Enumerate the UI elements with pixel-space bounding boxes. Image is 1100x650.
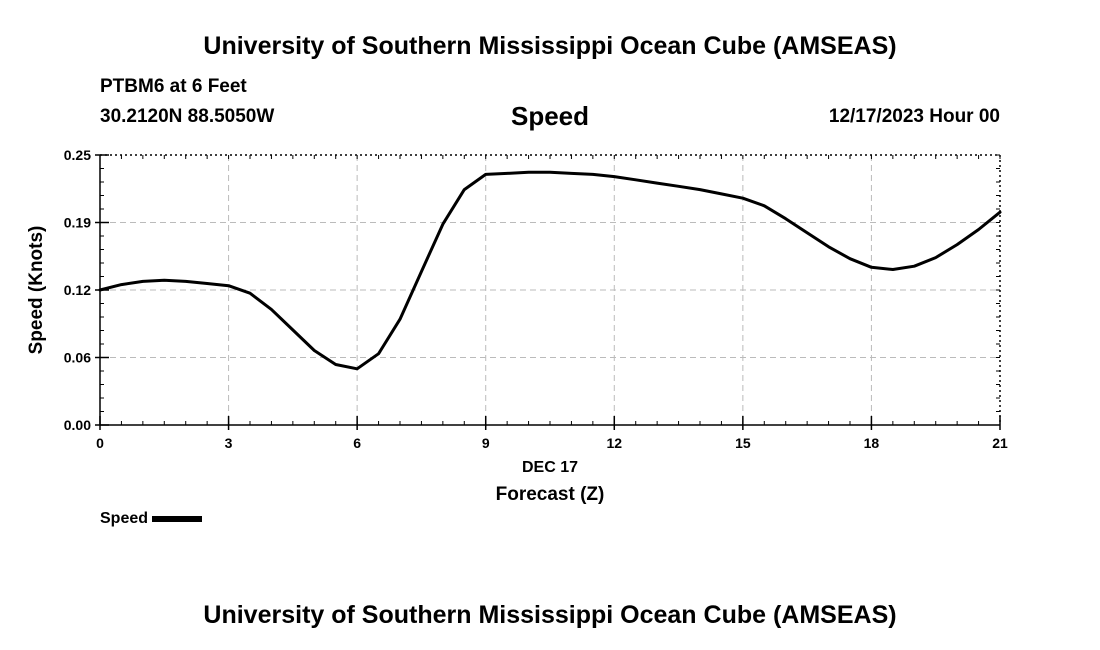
chart-title: University of Southern Mississippi Ocean… <box>203 32 897 60</box>
x-tick-label: 9 <box>482 435 490 451</box>
y-tick-label: 0.12 <box>64 282 91 298</box>
x-tick-label: 15 <box>735 435 751 451</box>
speed-series-line <box>98 170 1002 371</box>
station-coords: 30.2120N 88.5050W <box>100 106 275 127</box>
x-tick-label: 3 <box>225 435 233 451</box>
station-label: PTBM6 at 6 Feet <box>100 76 247 97</box>
x-tick-label: 18 <box>864 435 880 451</box>
y-tick-label: 0.19 <box>64 215 91 231</box>
x-tick-label: 21 <box>992 435 1008 451</box>
y-tick-label: 0.00 <box>64 417 91 433</box>
y-tick-label: 0.06 <box>64 350 91 366</box>
footer-title: University of Southern Mississippi Ocean… <box>203 601 897 629</box>
y-axis-label: Speed (Knots) <box>26 225 47 355</box>
x-tick-label: 0 <box>96 435 104 451</box>
legend: Speed <box>100 510 203 528</box>
forecast-datetime: 12/17/2023 Hour 00 <box>828 106 1000 127</box>
x-axis-date-label: DEC 17 <box>521 459 579 476</box>
variable-title: Speed <box>510 101 590 131</box>
x-tick-label: 6 <box>353 435 361 451</box>
legend-swatch <box>152 516 203 522</box>
x-axis-label: Forecast (Z) <box>495 484 605 505</box>
y-tick-label: 0.25 <box>64 147 91 163</box>
legend-label: Speed <box>100 510 149 527</box>
x-tick-label: 12 <box>606 435 622 451</box>
